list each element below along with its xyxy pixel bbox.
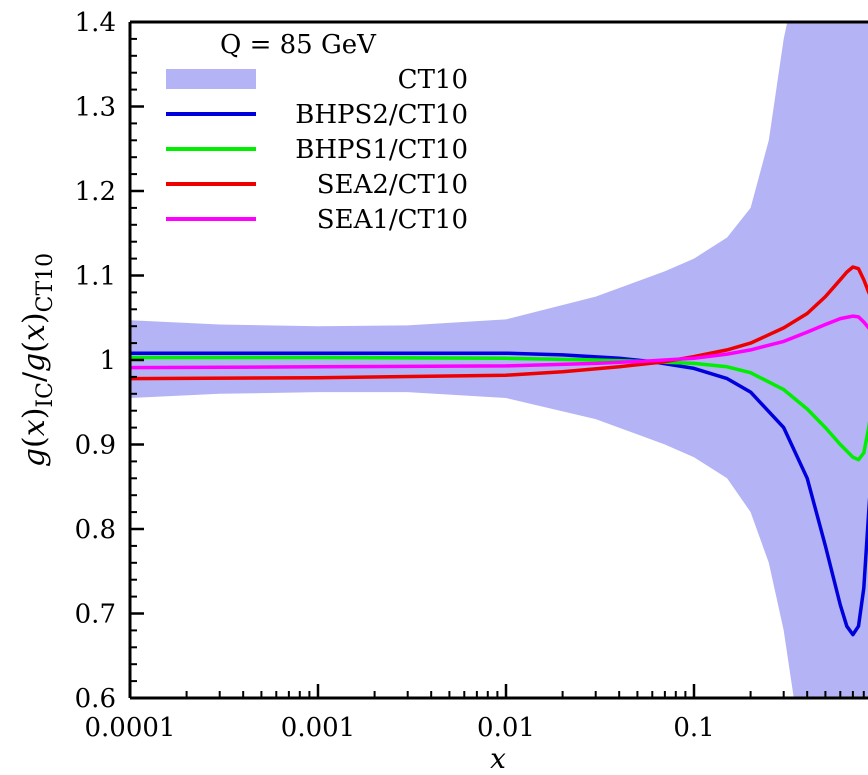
ct10-error-band (130, 22, 868, 698)
legend-swatch-band (166, 69, 256, 89)
y-tick-label: 0.6 (75, 684, 116, 714)
y-axis-label: g(x)IC/g(x)CT10 (17, 253, 58, 467)
series-line-sea2-ct10 (130, 265, 868, 381)
series-line-bhps1-ct10 (130, 355, 868, 462)
series-line-sea1-ct10 (130, 314, 868, 370)
plot-area (130, 22, 868, 698)
y-tick-label: 1.1 (75, 262, 116, 292)
y-tick-label: 0.9 (75, 431, 116, 461)
series-lines (130, 265, 868, 637)
legend-items: CT10 BHPS2/CT10 BHPS1/CT10 SEA2/CT10 SEA1/CT… (166, 65, 468, 235)
y-tick-label: 1.4 (75, 8, 116, 38)
y-tick-label: 0.8 (75, 515, 116, 545)
legend-label: CT10 (398, 65, 468, 95)
axes: 0.6 0.7 0.8 0.9 1 1.1 1.2 1.3 1.4 0.0001 0.001 0.01… (75, 8, 868, 743)
x-tick-label: 0.001 (281, 713, 355, 743)
x-tick-label: 0.01 (477, 713, 535, 743)
legend: Q = 85 GeV CT10 BHPS2/CT10 BHPS1/CT10 SEA2/… (166, 30, 468, 235)
tick-labels: 0.6 0.7 0.8 0.9 1 1.1 1.2 1.3 1.4 0.0001 0.001 0.01… (75, 8, 715, 743)
legend-label: BHPS1/CT10 (295, 135, 468, 165)
y-tick-label: 1.2 (75, 177, 116, 207)
x-tick-label: 0.0001 (85, 713, 176, 743)
y-tick-label: 1 (99, 346, 116, 376)
legend-label: SEA2/CT10 (317, 170, 468, 200)
annotation-text: Q = 85 GeV (220, 30, 377, 60)
y-tick-label: 0.7 (75, 600, 116, 630)
x-tick-label: 0.1 (673, 713, 714, 743)
legend-label: BHPS2/CT10 (295, 100, 468, 130)
legend-label: SEA1/CT10 (317, 205, 468, 235)
y-tick-label: 1.3 (75, 93, 116, 123)
ticks (128, 20, 865, 700)
x-axis-label: x (490, 742, 506, 775)
series-line-bhps2-ct10 (130, 351, 868, 637)
